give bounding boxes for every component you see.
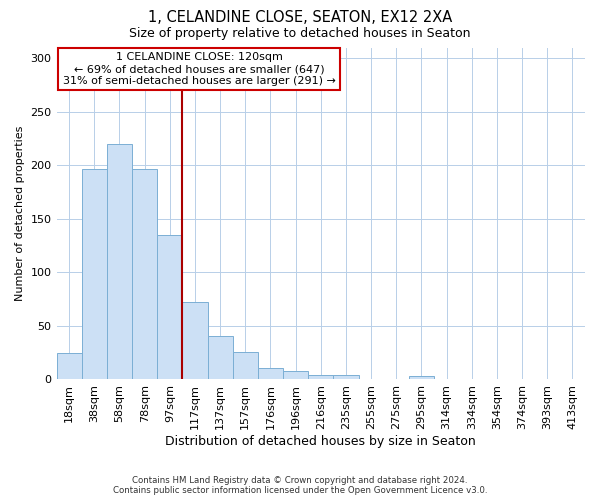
Text: Contains HM Land Registry data © Crown copyright and database right 2024.
Contai: Contains HM Land Registry data © Crown c… [113, 476, 487, 495]
Text: Size of property relative to detached houses in Seaton: Size of property relative to detached ho… [129, 28, 471, 40]
X-axis label: Distribution of detached houses by size in Seaton: Distribution of detached houses by size … [166, 434, 476, 448]
Bar [308, 375, 334, 379]
Bar [132, 170, 157, 379]
Bar [283, 370, 308, 379]
Bar [182, 302, 208, 379]
Bar [157, 234, 182, 379]
Bar [107, 144, 132, 379]
Bar [208, 336, 233, 379]
Text: 1, CELANDINE CLOSE, SEATON, EX12 2XA: 1, CELANDINE CLOSE, SEATON, EX12 2XA [148, 10, 452, 25]
Y-axis label: Number of detached properties: Number of detached properties [15, 126, 25, 301]
Bar [409, 376, 434, 379]
Bar [56, 354, 82, 379]
Text: 1 CELANDINE CLOSE: 120sqm
← 69% of detached houses are smaller (647)
31% of semi: 1 CELANDINE CLOSE: 120sqm ← 69% of detac… [63, 52, 335, 86]
Bar [233, 352, 258, 379]
Bar [258, 368, 283, 379]
Bar [82, 170, 107, 379]
Bar [334, 375, 359, 379]
